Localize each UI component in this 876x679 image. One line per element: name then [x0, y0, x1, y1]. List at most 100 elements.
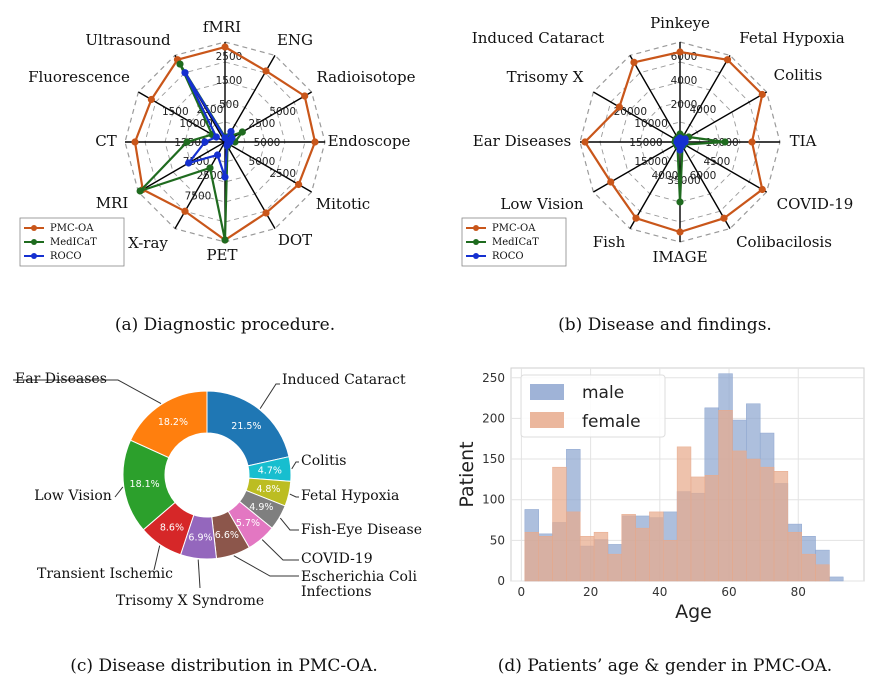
histogram-bar-female [815, 564, 830, 582]
legend-marker-medicat [473, 239, 479, 245]
caption-c: (c) Disease distribution in PMC-OA. [70, 656, 378, 676]
radar-tick-label: 1500 [216, 75, 243, 87]
donut-percent-label: 18.1% [130, 479, 160, 490]
radar-tick-label: 2500 [249, 118, 276, 130]
donut-slice [129, 390, 208, 459]
radar-axis-label: Low Vision [500, 195, 583, 213]
donut-category-label: Escherichia Coli [301, 569, 417, 585]
radar-point-0 [131, 138, 139, 146]
radar-tick-label: 4500 [704, 156, 731, 168]
histogram-x-tick: 40 [652, 585, 667, 599]
legend-label-roco: ROCO [492, 251, 524, 262]
radar-point-0 [221, 43, 229, 51]
legend-marker-roco [31, 253, 37, 259]
radar-axis-label: Trisomy X [507, 68, 584, 86]
donut-callout-line [289, 493, 299, 498]
radar-point-2 [223, 141, 231, 150]
histogram-age-gender: 0 50 100 150 200 250 0 20 40 60 80 male female Age Pat… [456, 367, 865, 623]
radar-spoke [679, 141, 731, 229]
histogram-bar-female [773, 470, 789, 582]
histogram-bar-female [746, 458, 761, 582]
legend-label-medicat: MedICaT [50, 237, 97, 248]
caption-b: (b) Disease and findings. [558, 315, 772, 335]
radar-tick-label: 15000 [629, 137, 662, 149]
donut-category-label: Fish-Eye Disease [301, 522, 422, 538]
radar-tick-label: 4000 [652, 170, 679, 182]
histogram-bar-female [621, 514, 636, 582]
histogram-y-tick: 200 [482, 411, 505, 425]
donut-category-label: Low Vision [34, 488, 112, 504]
radar-axis-label: DOT [278, 231, 312, 249]
radar-point-2 [221, 173, 229, 181]
histogram-bar-female [635, 527, 650, 582]
legend-marker-pmc [31, 225, 37, 231]
legend-marker-pmc [473, 225, 479, 231]
radar-point-2 [201, 138, 209, 146]
radar-spoke [679, 141, 767, 193]
radar-tick-label: 1500 [162, 106, 189, 118]
histogram-bar-female [552, 466, 567, 582]
histogram-y-tick: 50 [490, 533, 505, 547]
histogram-bar-female [787, 531, 802, 582]
radar-tick-label: 10000 [634, 118, 667, 130]
histogram-bar-female [593, 531, 609, 582]
radar-axis-label: COVID-19 [777, 195, 854, 213]
histogram-x-tick: 60 [721, 585, 736, 599]
donut-category-label: Fetal Hypoxia [301, 488, 399, 504]
radar-axis-label: MRI [96, 194, 129, 212]
donut-category-label: Colitis [301, 453, 346, 469]
radar-axis-label: Pinkeye [650, 14, 710, 32]
legend-radar-b: PMC-OA MedICaT ROCO [461, 217, 567, 267]
radar-chart-diagnostic-procedure: 5001500250025005000500050002500250075007… [28, 18, 416, 264]
donut-callout-line [153, 545, 161, 571]
histogram-bar-female [607, 553, 622, 582]
radar-spoke [138, 141, 226, 193]
histogram-bar-female [732, 450, 747, 582]
histogram-y-tick: 250 [482, 371, 505, 385]
radar-axis-label: X-ray [128, 234, 168, 252]
radar-tick-label: 6000 [690, 170, 717, 182]
radar-spoke [679, 91, 767, 143]
radar-tick-label: 2500 [269, 168, 296, 180]
radar-point-2 [674, 135, 683, 144]
radar-point-1 [721, 138, 729, 146]
donut-percent-label: 5.7% [236, 518, 260, 529]
donut-callout-line [114, 486, 124, 498]
histogram-bar-female [538, 536, 553, 582]
radar-point-1 [183, 138, 191, 146]
donut-percent-label: 4.8% [256, 484, 280, 495]
radar-point-0 [262, 67, 270, 75]
legend-label-roco: ROCO [50, 251, 82, 262]
radar-point-2 [676, 146, 684, 154]
donut-category-label: Trisomy X Syndrome [116, 593, 264, 609]
radar-point-0 [181, 207, 189, 215]
radar-spoke [629, 141, 681, 229]
legend-swatch-male [530, 384, 564, 400]
radar-axis-label: Endoscope [328, 132, 411, 150]
radar-tick-label: 4000 [690, 104, 717, 116]
radar-axis-label: Fish [593, 233, 626, 251]
radar-point-0 [630, 58, 638, 66]
donut-callout-line [259, 383, 280, 409]
radar-tick-label: 7500 [185, 191, 212, 203]
radar-tick-label: 10000 [179, 118, 212, 130]
donut-category-label: Induced Cataract [282, 372, 406, 388]
radar-tick-label: 5000 [269, 106, 296, 118]
histogram-bar-female [704, 475, 719, 582]
radar-point-0 [748, 138, 756, 146]
donut-percent-label: 4.7% [258, 465, 282, 476]
donut-category-label: COVID-19 [301, 551, 373, 567]
radar-point-2 [221, 134, 229, 142]
radar-tick-label: 500 [219, 99, 239, 111]
radar-axis-label: PET [206, 246, 237, 264]
radar-axis-label: Ultrasound [85, 31, 171, 49]
histogram-bar-female [663, 540, 678, 582]
radar-point-0 [723, 56, 732, 64]
donut-percent-label: 21.5% [231, 421, 261, 432]
histogram-y-tick: 0 [497, 574, 505, 588]
radar-tick-label: 5000 [254, 137, 281, 149]
legend-label-pmc: PMC-OA [492, 223, 536, 234]
radar-point-1 [176, 60, 184, 68]
caption-d: (d) Patients’ age & gender in PMC-OA. [498, 656, 832, 676]
